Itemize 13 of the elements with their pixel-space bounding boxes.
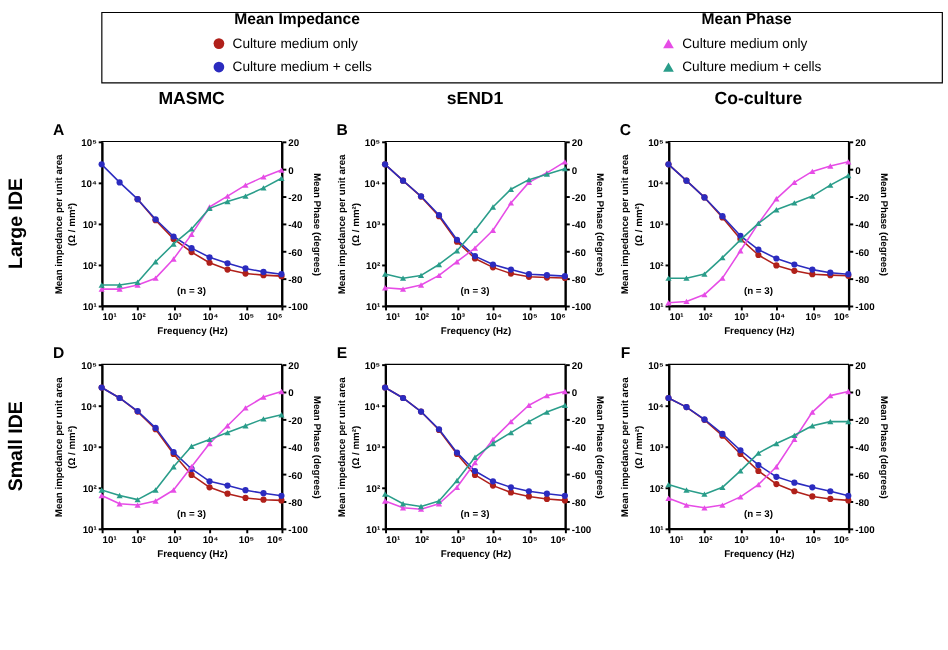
chart-title: MASMC: [158, 88, 227, 109]
legend-title: Mean Impedance: [234, 10, 362, 29]
text: Mean Phase: [701, 10, 794, 29]
chart-title: sEND1: [446, 88, 504, 109]
text: Large IDE: [5, 176, 28, 270]
chart-subtitle: E: [336, 344, 348, 363]
chart-title: Co-culture: [714, 88, 803, 109]
chart-subtitle: A: [53, 121, 65, 140]
chart-subtitle: B: [336, 121, 349, 140]
text: Small IDE: [5, 400, 28, 492]
chart-subtitle: C: [619, 121, 632, 140]
chart-subtitle: F: [620, 344, 631, 363]
chart-subtitle: D: [53, 344, 65, 363]
